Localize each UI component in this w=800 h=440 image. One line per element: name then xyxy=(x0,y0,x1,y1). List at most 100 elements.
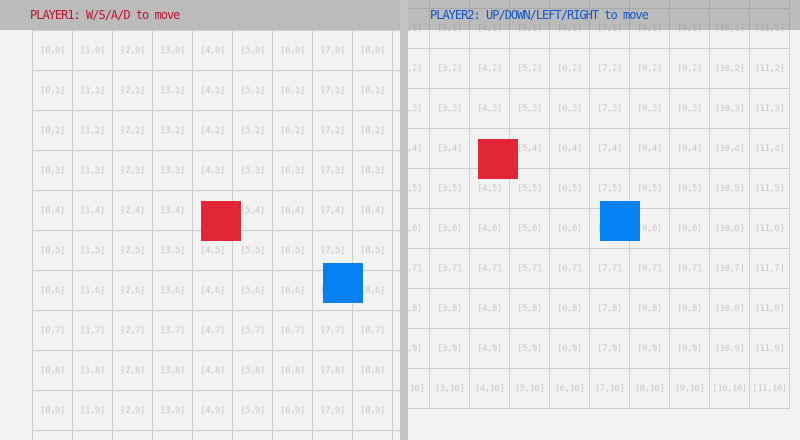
cell-label: [5,9] xyxy=(517,343,542,354)
cell-label: [5,5] xyxy=(517,183,542,194)
player1-red-piece xyxy=(478,139,518,179)
grid-cell: [8,10] xyxy=(353,431,393,440)
cell-label: [8,3] xyxy=(637,103,662,114)
grid-cell: [11,3] xyxy=(750,89,790,129)
grid-cell: [2,8] xyxy=(113,351,153,391)
cell-label: [8,7] xyxy=(360,325,385,336)
grid-cell: [10,9] xyxy=(710,329,750,369)
cell-label: [11,7] xyxy=(754,263,785,274)
cell-label: [3,9] xyxy=(160,405,185,416)
cell-label: [4,0] xyxy=(200,45,225,56)
cell-label: [3,4] xyxy=(160,205,185,216)
grid-cell: [4,10] xyxy=(193,431,233,440)
grid-cell: [2,10] xyxy=(113,431,153,440)
cell-label: [4,8] xyxy=(477,303,502,314)
grid-cell: [5,3] xyxy=(233,151,273,191)
grid-cell: [6,9] xyxy=(550,329,590,369)
cell-label: [10,5] xyxy=(714,183,745,194)
grid-cell: [10,8] xyxy=(710,289,750,329)
grid-cell: [7,2] xyxy=(313,111,353,151)
cell-label: [2,5] xyxy=(408,183,422,194)
cell-label: [2,8] xyxy=(408,303,422,314)
grid-cell: [2,2] xyxy=(113,111,153,151)
cell-label: [8,8] xyxy=(360,365,385,376)
cell-label: [5,2] xyxy=(517,63,542,74)
grid-cell: [6,7] xyxy=(550,249,590,289)
grid-cell: [11,8] xyxy=(750,289,790,329)
grid-cell: [6,0] xyxy=(273,31,313,71)
cell-label: [7,9] xyxy=(597,343,622,354)
cell-label: [2,2] xyxy=(408,63,422,74)
cell-label: [7,9] xyxy=(320,405,345,416)
cell-label: [4,7] xyxy=(200,325,225,336)
grid-cell: [0,5] xyxy=(33,231,73,271)
grid-cell: [2,5] xyxy=(408,169,430,209)
cell-label: [1,3] xyxy=(80,165,105,176)
grid-cell: [8,4] xyxy=(630,129,670,169)
cell-label: [1,6] xyxy=(80,285,105,296)
grid-cell: [4,0] xyxy=(193,31,233,71)
cell-label: [11,9] xyxy=(754,343,785,354)
grid-cell: [8,5] xyxy=(630,169,670,209)
cell-label: [3,5] xyxy=(437,183,462,194)
grid-cell: [2,3] xyxy=(408,89,430,129)
grid-cell: [3,3] xyxy=(153,151,193,191)
grid-cell: [2,2] xyxy=(408,49,430,89)
cell-label: [6,0] xyxy=(280,45,305,56)
cell-label: [4,2] xyxy=(477,63,502,74)
cell-label: [8,7] xyxy=(637,263,662,274)
grid-cell: [7,10] xyxy=(313,431,353,440)
cell-label: [1,4] xyxy=(80,205,105,216)
grid-cell: [4,5] xyxy=(193,231,233,271)
cell-label: [5,6] xyxy=(240,285,265,296)
grid-cell: [6,8] xyxy=(550,289,590,329)
cell-label: [2,3] xyxy=(408,103,422,114)
player2-panel[interactable]: [0,0][1,0][2,0][3,0][4,0][5,0][6,0][7,0]… xyxy=(408,0,800,440)
grid-cell: [1,6] xyxy=(73,271,113,311)
player2-blue-piece xyxy=(600,201,640,241)
grid-cell: [4,2] xyxy=(193,111,233,151)
cell-label: [7,3] xyxy=(320,165,345,176)
cell-label: [3,3] xyxy=(437,103,462,114)
grid-cell: [4,2] xyxy=(470,49,510,89)
cell-label: [2,3] xyxy=(120,165,145,176)
cell-label: [0,5] xyxy=(40,245,65,256)
cell-label: [2,10] xyxy=(408,383,425,394)
cell-label: [0,8] xyxy=(40,365,65,376)
grid-cell: [0,3] xyxy=(33,151,73,191)
grid-cell: [8,6] xyxy=(630,209,670,249)
grid-cell: [8,0] xyxy=(353,31,393,71)
cell-label: [11,3] xyxy=(754,103,785,114)
cell-label: [6,8] xyxy=(557,303,582,314)
player1-panel[interactable]: [0,0] [1,0] [2,0] [3,0] [4,0] [5,0] [6,0] [7,0]… xyxy=(0,0,400,440)
cell-label: [7,8] xyxy=(597,303,622,314)
grid-cell: [2,10] xyxy=(408,369,430,409)
grid-cell: [3,8] xyxy=(430,289,470,329)
cell-label: [8,6] xyxy=(637,223,662,234)
cell-label: [4,7] xyxy=(477,263,502,274)
grid-cell: [4,6] xyxy=(470,209,510,249)
cell-label: [8,4] xyxy=(360,205,385,216)
grid-cell: [1,1] xyxy=(73,71,113,111)
grid-cell: [8,7] xyxy=(630,249,670,289)
cell-label: [10,10] xyxy=(712,383,747,394)
grid-cell: [9,9] xyxy=(393,391,400,431)
cell-label: [4,3] xyxy=(477,103,502,114)
player2-header: PLAYER2: UP/DOWN/LEFT/RIGHT to move xyxy=(408,0,800,30)
grid-cell: [3,7] xyxy=(153,311,193,351)
grid-cell: [4,6] xyxy=(193,271,233,311)
cell-label: [6,6] xyxy=(557,223,582,234)
grid-cell: [11,2] xyxy=(750,49,790,89)
cell-label: [7,7] xyxy=(320,325,345,336)
grid-cell: [0,8] xyxy=(33,351,73,391)
grid-cell: [8,3] xyxy=(353,151,393,191)
cell-label: [9,4] xyxy=(677,143,702,154)
cell-label: [1,7] xyxy=(80,325,105,336)
grid-cell: [9,2] xyxy=(393,111,400,151)
cell-label: [2,9] xyxy=(408,343,422,354)
grid-cell: [4,10] xyxy=(470,369,510,409)
cell-label: [5,5] xyxy=(240,245,265,256)
grid-cell: [4,9] xyxy=(193,391,233,431)
grid-cell: [9,8] xyxy=(670,289,710,329)
grid-cell: [6,2] xyxy=(273,111,313,151)
